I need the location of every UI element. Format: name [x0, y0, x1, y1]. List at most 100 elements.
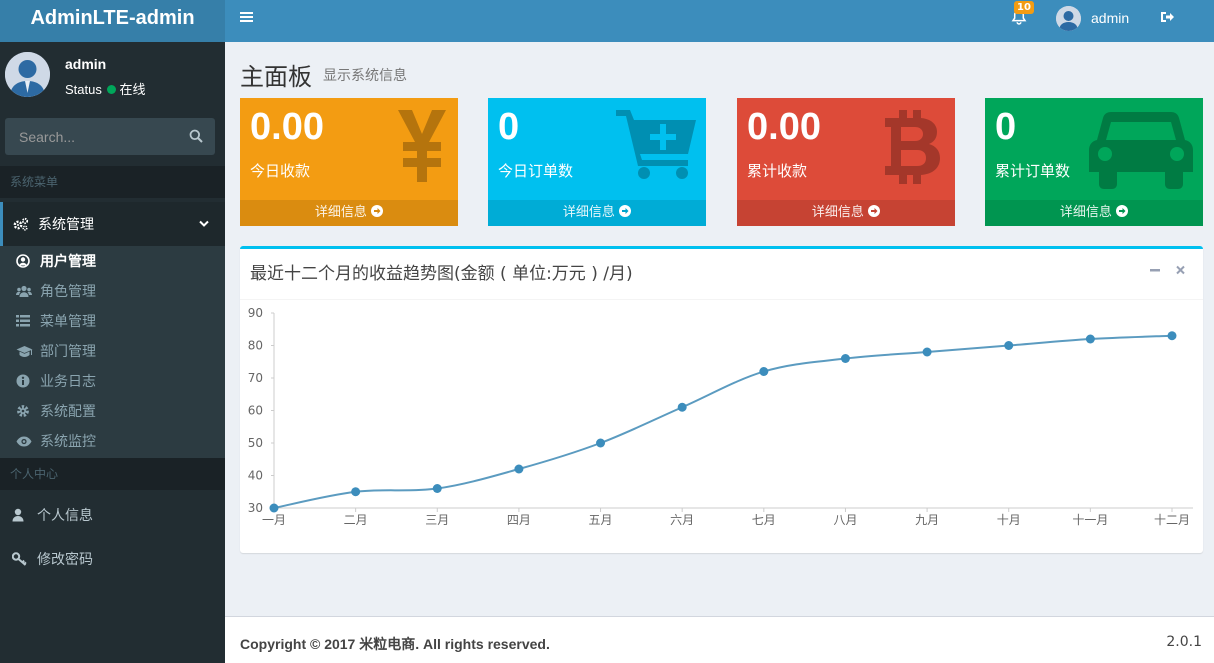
- revenue-chart-box: 最近十二个月的收益趋势图(金额 ( 单位:万元 ) /月) 30 40 50 60 70…: [240, 246, 1203, 553]
- x-tick-label: 十二月: [1154, 513, 1190, 527]
- sidebar-item-menu-management[interactable]: 菜单管理: [0, 306, 225, 336]
- footer-version: 2.0.1: [1166, 634, 1202, 650]
- sidebar-user-panel: admin Status 在线: [0, 42, 225, 104]
- navbar-user-menu[interactable]: admin: [1056, 4, 1129, 32]
- bitcoin-icon: [883, 108, 945, 198]
- sidebar-item-label: 菜单管理: [40, 314, 96, 330]
- chart-box-divider: [240, 299, 1203, 300]
- x-tick-label: 四月: [507, 513, 531, 527]
- revenue-line-chart: 30 40 50 60 70 80 90 一月 二月 三月 四月 五月 六月 七月 八月 九月 十月 十一月 十二月: [248, 306, 1193, 527]
- notifications-count-badge: 10: [1014, 1, 1034, 14]
- gear-icon: [16, 404, 40, 418]
- page-title: 主面板: [240, 63, 312, 91]
- minimize-icon[interactable]: [1150, 263, 1160, 279]
- stat-value: 0: [498, 106, 520, 148]
- sidebar-toggle-icon[interactable]: [240, 11, 253, 27]
- info-circle-icon: [16, 374, 40, 388]
- stat-more-info-label: 详细信息: [811, 205, 864, 220]
- list-icon: [16, 315, 40, 327]
- page-subtitle: 显示系统信息: [323, 68, 407, 84]
- sidebar-search-input[interactable]: [5, 118, 175, 155]
- data-point: [596, 438, 606, 448]
- key-icon: [12, 552, 37, 566]
- graduation-cap-icon: [16, 345, 40, 358]
- data-point: [514, 464, 524, 474]
- sidebar-item-label: 用户管理: [40, 254, 96, 270]
- sidebar-item-system-monitor[interactable]: 系统监控: [0, 426, 225, 456]
- y-tick-label: 50: [248, 436, 263, 450]
- sidebar-item-system-config[interactable]: 系统配置: [0, 396, 225, 426]
- sidebar-user-status: Status 在线: [65, 79, 146, 98]
- stat-more-info-label: 详细信息: [314, 205, 367, 220]
- stat-more-info-label: 详细信息: [562, 205, 615, 220]
- car-icon: [1089, 108, 1193, 194]
- sidebar-item-label: 部门管理: [40, 344, 96, 360]
- stat-value: 0.00: [250, 106, 324, 148]
- sidebar-item-user-management[interactable]: 用户管理: [0, 246, 225, 276]
- stat-label: 今日订单数: [498, 162, 574, 180]
- stat-more-info-link[interactable]: 详细信息: [737, 200, 955, 226]
- sidebar-item-business-log[interactable]: 业务日志: [0, 366, 225, 396]
- stat-value: 0.00: [747, 106, 821, 148]
- x-tick-label: 九月: [915, 513, 939, 527]
- data-point: [759, 367, 769, 376]
- sidebar-item-change-password[interactable]: 修改密码: [0, 537, 225, 581]
- sidebar-item-department-management[interactable]: 部门管理: [0, 336, 225, 366]
- sidebar: admin Status 在线 系统菜单 系统管理 用户管理: [0, 42, 225, 663]
- stat-more-info-link[interactable]: 详细信息: [240, 200, 458, 226]
- data-point: [351, 487, 361, 497]
- x-tick-label: 六月: [670, 513, 694, 527]
- arrow-circle-right-icon: [868, 205, 881, 217]
- stat-more-info-link[interactable]: 详细信息: [985, 200, 1203, 226]
- content-wrapper: 主面板 显示系统信息 0.00 今日收款 详细信息 0 今日订单数 详细信息 0…: [225, 42, 1214, 616]
- y-tick-label: 40: [248, 469, 263, 483]
- sidebar-system-submenu: 用户管理 角色管理 菜单管理 部门管理 业务日志: [0, 246, 225, 458]
- y-tick-label: 80: [248, 339, 263, 353]
- sidebar-item-role-management[interactable]: 角色管理: [0, 276, 225, 306]
- data-point: [1085, 334, 1095, 344]
- cart-plus-icon: [616, 108, 696, 184]
- sidebar-item-label: 系统监控: [40, 434, 96, 450]
- chart-box-title: 最近十二个月的收益趋势图(金额 ( 单位:万元 ) /月): [250, 264, 633, 284]
- x-tick-label: 十月: [997, 513, 1021, 527]
- sidebar-item-label: 系统配置: [40, 404, 96, 420]
- sidebar-group-system[interactable]: 系统管理: [0, 202, 225, 246]
- sidebar-user-name: admin: [65, 56, 107, 72]
- yen-icon: [396, 108, 448, 188]
- navbar-avatar: [1056, 5, 1081, 31]
- arrow-circle-right-icon: [371, 205, 384, 217]
- sidebar-header-personal: 个人中心: [0, 458, 225, 490]
- page-footer: Copyright © 2017 米粒电商. All rights reserv…: [225, 616, 1214, 663]
- sidebar-item-label: 业务日志: [40, 374, 96, 390]
- user-circle-icon: [16, 254, 40, 268]
- stat-box-total-payments: 0.00 累计收款 详细信息: [737, 98, 955, 226]
- stat-more-info-label: 详细信息: [1059, 205, 1112, 220]
- sidebar-search-form: [5, 118, 215, 155]
- eye-icon: [16, 436, 40, 447]
- status-text: 在线: [119, 82, 146, 97]
- status-label: Status: [65, 82, 102, 97]
- y-tick-label: 70: [248, 371, 263, 385]
- search-icon[interactable]: [189, 129, 203, 147]
- chevron-down-icon: [199, 216, 209, 232]
- stat-more-info-link[interactable]: 详细信息: [488, 200, 706, 226]
- data-point: [269, 503, 279, 513]
- stat-label: 今日收款: [250, 162, 311, 180]
- footer-copyright: Copyright © 2017 米粒电商. All rights reserv…: [240, 636, 550, 652]
- sidebar-item-personal-info[interactable]: 个人信息: [0, 493, 225, 537]
- app-logo[interactable]: AdminLTE-admin: [0, 0, 225, 42]
- stat-box-today-payments: 0.00 今日收款 详细信息: [240, 98, 458, 226]
- data-point: [840, 354, 850, 363]
- stat-box-total-orders: 0 累计订单数 详细信息: [985, 98, 1203, 226]
- data-point: [1004, 341, 1014, 350]
- sign-out-icon[interactable]: [1160, 11, 1174, 27]
- x-tick-label: 十一月: [1072, 513, 1108, 527]
- stat-label: 累计订单数: [995, 162, 1071, 180]
- online-status-dot-icon: [107, 85, 117, 94]
- users-icon: [16, 285, 40, 298]
- data-point: [677, 402, 687, 412]
- close-icon[interactable]: [1176, 263, 1185, 279]
- x-tick-label: 五月: [589, 513, 613, 527]
- top-navbar: AdminLTE-admin 10 admin: [0, 0, 1214, 42]
- cogs-icon: [13, 217, 38, 231]
